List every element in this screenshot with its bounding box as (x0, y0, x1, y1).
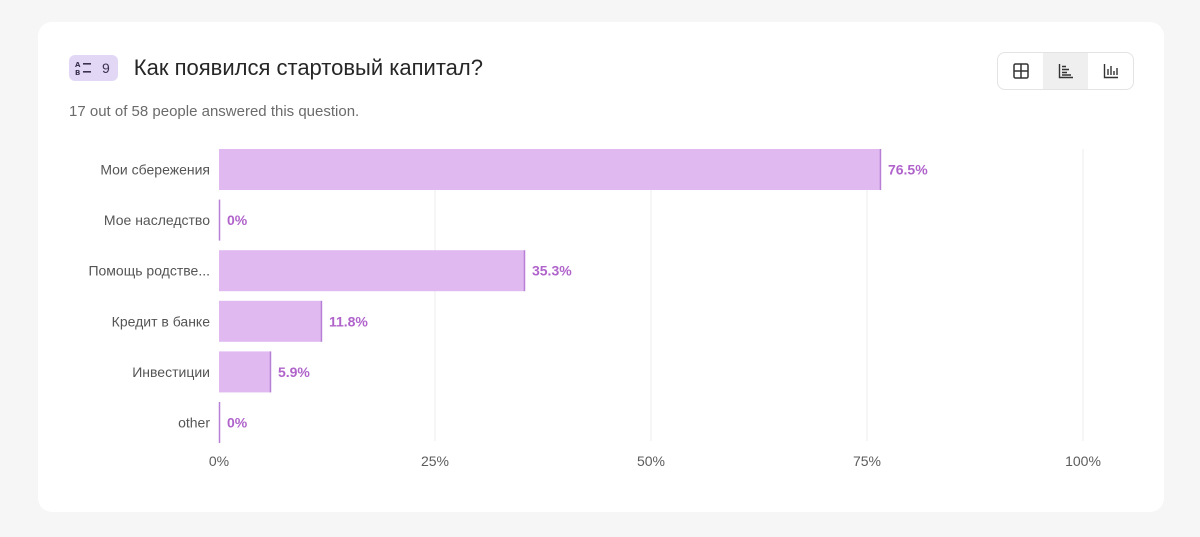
answered-count: 17 out of 58 people answered this questi… (69, 103, 360, 120)
grid-table-icon (1012, 63, 1029, 79)
view-toggle (997, 52, 1134, 90)
category-label: Мои сбережения (100, 162, 210, 178)
value-label: 0% (227, 415, 248, 431)
x-tick-label: 50% (637, 453, 665, 469)
choice-list-icon: A B (75, 61, 91, 76)
svg-text:A: A (75, 61, 81, 69)
category-label: other (178, 415, 210, 431)
horizontal-bar-view-button[interactable] (1043, 53, 1088, 89)
value-label: 0% (227, 212, 248, 228)
value-label: 11.8% (329, 313, 368, 329)
bar (219, 351, 270, 393)
category-label: Инвестиции (132, 364, 210, 380)
x-tick-label: 100% (1065, 453, 1101, 469)
value-label: 5.9% (278, 364, 310, 380)
table-view-button[interactable] (998, 53, 1043, 89)
category-label: Мое наследство (104, 212, 210, 228)
bar (219, 149, 880, 190)
x-tick-label: 25% (421, 453, 449, 469)
vertical-bar-view-button[interactable] (1088, 53, 1133, 89)
value-label: 35.3% (532, 263, 572, 279)
question-header: A B 9 Как появился стартовый капитал? (69, 55, 483, 81)
bar (219, 250, 524, 292)
x-tick-label: 75% (853, 453, 881, 469)
horizontal-bar-chart-icon (1058, 64, 1073, 79)
bar (219, 300, 321, 342)
category-label: Кредит в банке (112, 313, 211, 329)
question-number-badge: A B 9 (69, 55, 118, 81)
vertical-bar-chart-icon (1103, 64, 1118, 79)
category-label: Помощь родстве... (88, 263, 210, 279)
question-number: 9 (102, 60, 110, 76)
value-label: 76.5% (888, 162, 928, 178)
x-tick-label: 0% (209, 453, 229, 469)
svg-text:B: B (75, 69, 80, 76)
question-title: Как появился стартовый капитал? (133, 55, 483, 80)
